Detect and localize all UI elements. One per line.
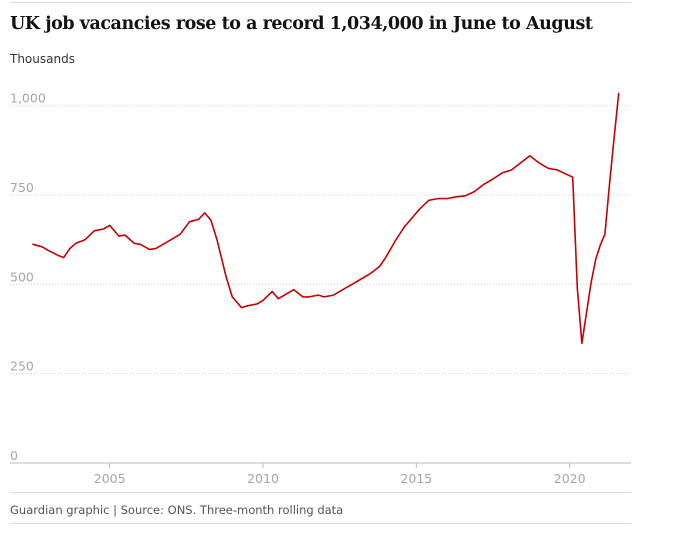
data-point <box>500 171 504 175</box>
data-point <box>608 182 612 186</box>
series-line-0 <box>32 92 620 345</box>
data-point <box>74 241 78 245</box>
data-point <box>40 245 44 249</box>
top-rule <box>10 2 631 3</box>
data-point <box>528 154 532 158</box>
data-point <box>169 238 173 242</box>
x-tick-label-2005: 2005 <box>94 471 126 486</box>
data-point <box>261 298 265 302</box>
data-point <box>427 198 431 202</box>
data-point <box>359 277 363 281</box>
footer-rule <box>10 492 631 493</box>
data-point <box>617 92 621 96</box>
data-point <box>154 247 158 251</box>
y-tick-label-500: 500 <box>10 269 34 284</box>
data-point <box>56 253 60 257</box>
data-point <box>316 293 320 297</box>
data-point <box>246 304 250 308</box>
data-point <box>187 220 191 224</box>
data-point <box>537 161 541 165</box>
data-point <box>565 172 569 176</box>
data-point <box>417 207 421 211</box>
data-point <box>509 168 513 172</box>
data-point <box>270 290 274 294</box>
grid-layer: 0 250 500 750 1,000 <box>10 91 631 464</box>
data-point <box>571 175 575 179</box>
data-point <box>276 297 280 301</box>
data-point <box>215 238 219 242</box>
data-point <box>307 295 311 299</box>
data-point <box>519 161 523 165</box>
data-point <box>594 257 598 261</box>
data-point <box>230 295 234 299</box>
data-point <box>163 241 167 245</box>
data-point <box>384 256 388 260</box>
chart-title: UK job vacancies rose to a record 1,034,… <box>10 14 593 34</box>
data-point <box>341 288 345 292</box>
x-tick-label-2010: 2010 <box>247 471 279 486</box>
bottom-rule <box>10 523 631 524</box>
data-point <box>411 215 415 219</box>
data-point <box>83 238 87 242</box>
data-point <box>436 197 440 201</box>
x-tick-label-2015: 2015 <box>400 471 432 486</box>
data-point <box>102 227 106 231</box>
data-point <box>555 168 559 172</box>
data-point <box>575 286 579 290</box>
data-point <box>350 282 354 286</box>
data-point <box>117 234 121 238</box>
data-point <box>603 232 607 236</box>
data-point <box>255 302 259 306</box>
data-point <box>473 190 477 194</box>
data-point <box>482 182 486 186</box>
data-point <box>322 295 326 299</box>
y-tick-label-1000: 1,000 <box>10 91 46 106</box>
data-point <box>68 247 72 251</box>
data-point <box>138 242 142 246</box>
data-point <box>546 166 550 170</box>
y-tick-label-250: 250 <box>10 359 34 374</box>
data-point <box>123 233 127 237</box>
data-point <box>209 218 213 222</box>
series-layer <box>31 92 621 345</box>
data-point <box>368 272 372 276</box>
y-tick-label-0: 0 <box>10 448 18 463</box>
data-point <box>580 341 584 345</box>
data-point <box>203 211 207 215</box>
data-point <box>301 295 305 299</box>
data-point <box>240 306 244 310</box>
data-point <box>92 229 96 233</box>
data-point <box>589 281 593 285</box>
data-point <box>402 225 406 229</box>
data-point <box>148 247 152 251</box>
data-point <box>445 197 449 201</box>
data-point <box>612 136 616 140</box>
data-point <box>378 265 382 269</box>
data-point <box>132 241 136 245</box>
data-point <box>286 291 290 295</box>
source-note: Guardian graphic | Source: ONS. Three-mo… <box>10 503 344 517</box>
y-unit-label: Thousands <box>10 52 75 66</box>
data-point <box>491 177 495 181</box>
data-point <box>454 195 458 199</box>
line-chart: 0 250 500 750 1,000 2005 2010 2015 2020 <box>10 91 631 486</box>
data-point <box>46 248 50 252</box>
data-point <box>178 232 182 236</box>
x-axis: 2005 2010 2015 2020 <box>94 463 586 486</box>
data-point <box>224 275 228 279</box>
data-point <box>31 242 35 246</box>
data-point <box>598 243 602 247</box>
data-point <box>393 240 397 244</box>
data-point <box>585 311 589 315</box>
data-point <box>463 194 467 198</box>
x-tick-label-2020: 2020 <box>554 471 586 486</box>
data-point <box>108 223 112 227</box>
y-tick-label-750: 750 <box>10 180 34 195</box>
data-point <box>197 217 201 221</box>
data-point <box>332 293 336 297</box>
data-point <box>292 288 296 292</box>
data-point <box>62 256 66 260</box>
